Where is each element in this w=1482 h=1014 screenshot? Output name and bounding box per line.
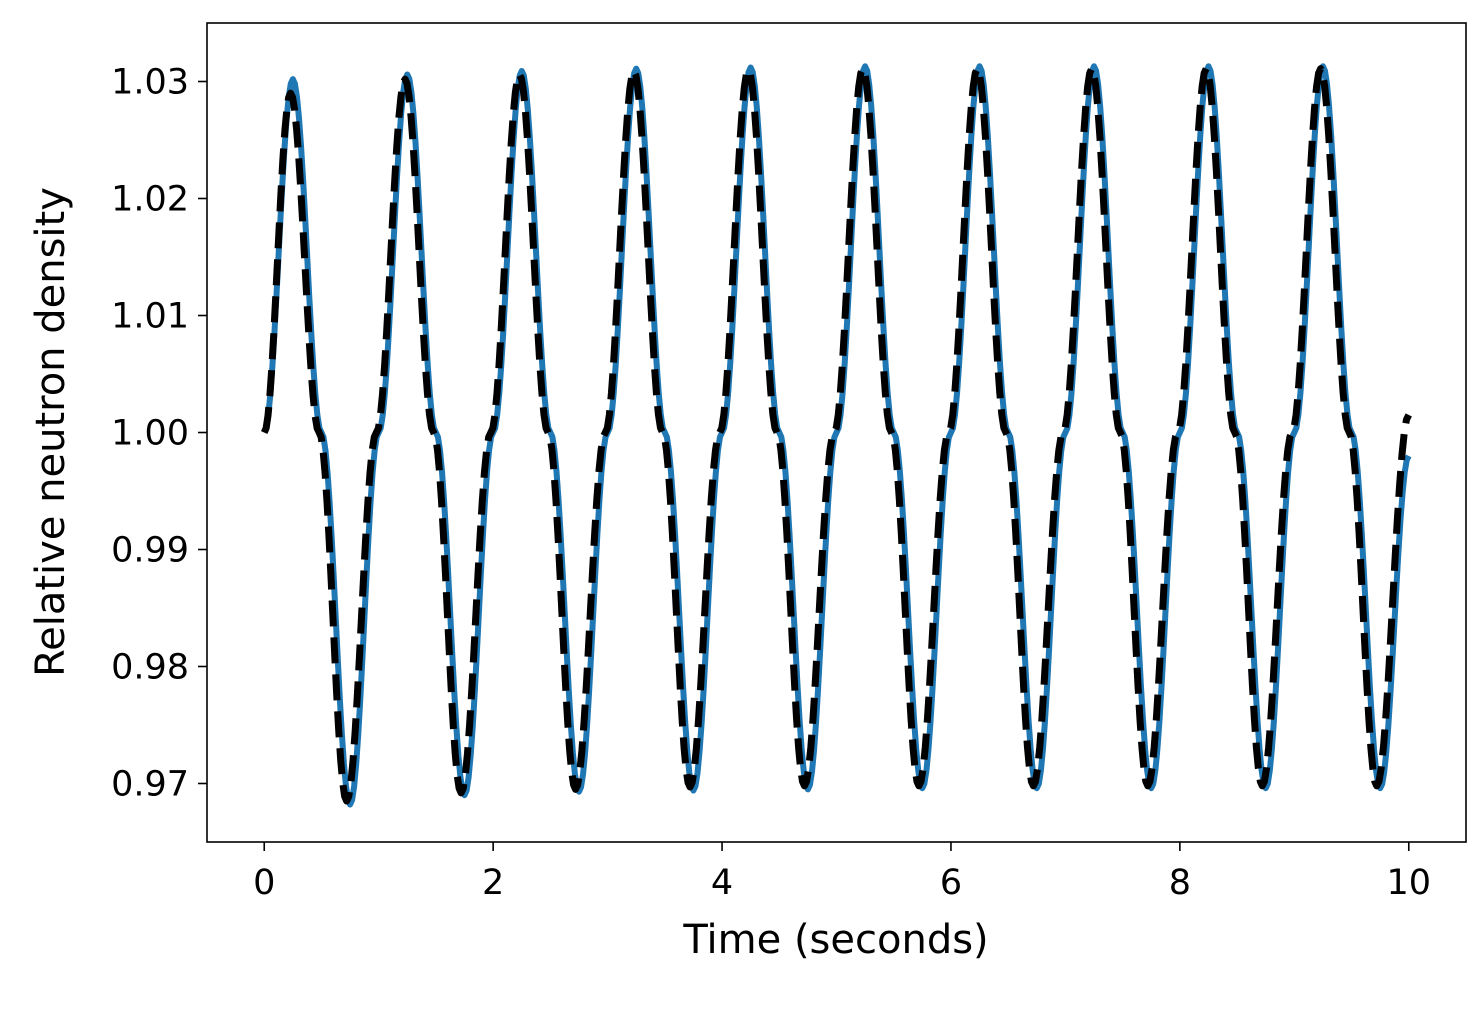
y-tick-label: 1.03 (111, 63, 189, 103)
x-axis-label: Time (seconds) (682, 917, 988, 963)
x-axis: 0 2 4 6 8 10 (253, 842, 1431, 903)
y-tick-label: 1.01 (111, 297, 189, 337)
series-layer (261, 63, 1412, 808)
y-axis: 0.97 0.98 0.99 1.00 1.01 1.02 1.03 (111, 63, 207, 805)
x-tick-label: 6 (940, 863, 962, 903)
series-line-2 (261, 65, 1412, 805)
x-tick-label: 2 (482, 863, 504, 903)
x-tick-label: 0 (253, 863, 275, 903)
y-tick-label: 1.02 (111, 180, 189, 220)
x-tick-label: 4 (711, 863, 733, 903)
x-tick-label: 10 (1386, 863, 1431, 903)
x-tick-label: 8 (1169, 863, 1191, 903)
y-tick-label: 0.99 (111, 531, 189, 571)
y-axis-label: Relative neutron density (28, 187, 74, 677)
y-tick-label: 0.98 (111, 648, 189, 688)
y-tick-label: 0.97 (111, 765, 189, 805)
y-tick-label: 1.00 (111, 414, 189, 454)
